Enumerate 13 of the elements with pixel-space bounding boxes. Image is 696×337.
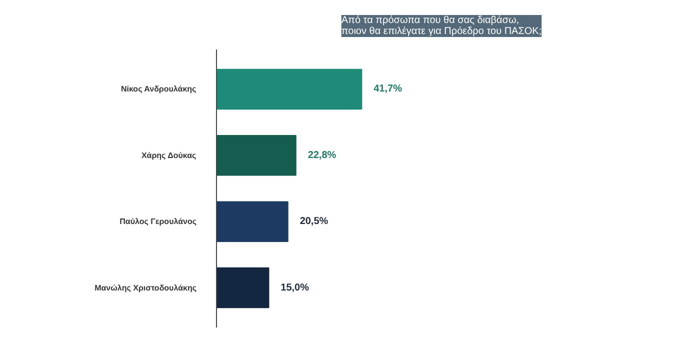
data-label: 15,0% — [280, 282, 310, 294]
data-label: 20,5% — [300, 216, 328, 228]
text: Από τα πρόσωπα που θα σας διαβάσω, ποιον θα επιλέγατε για Πρόεδρο του ΠΑΣΟΚ; — [341, 15, 542, 37]
y-tick-label: Χάρης Δούκας — [141, 150, 196, 160]
y-tick-label: Μανώλης Χριστοδουλάκης — [94, 283, 197, 292]
bar — [216, 201, 288, 242]
bar — [216, 135, 296, 176]
data-label: 22,8% — [308, 150, 336, 161]
bar — [216, 68, 362, 110]
y-tick-label: Παύλος Γερουλάνος — [120, 217, 197, 226]
bar — [216, 267, 270, 308]
y-tick-label: Νίκος Ανδρουλάκης — [120, 84, 196, 94]
data-label: 41,7% — [374, 84, 402, 95]
